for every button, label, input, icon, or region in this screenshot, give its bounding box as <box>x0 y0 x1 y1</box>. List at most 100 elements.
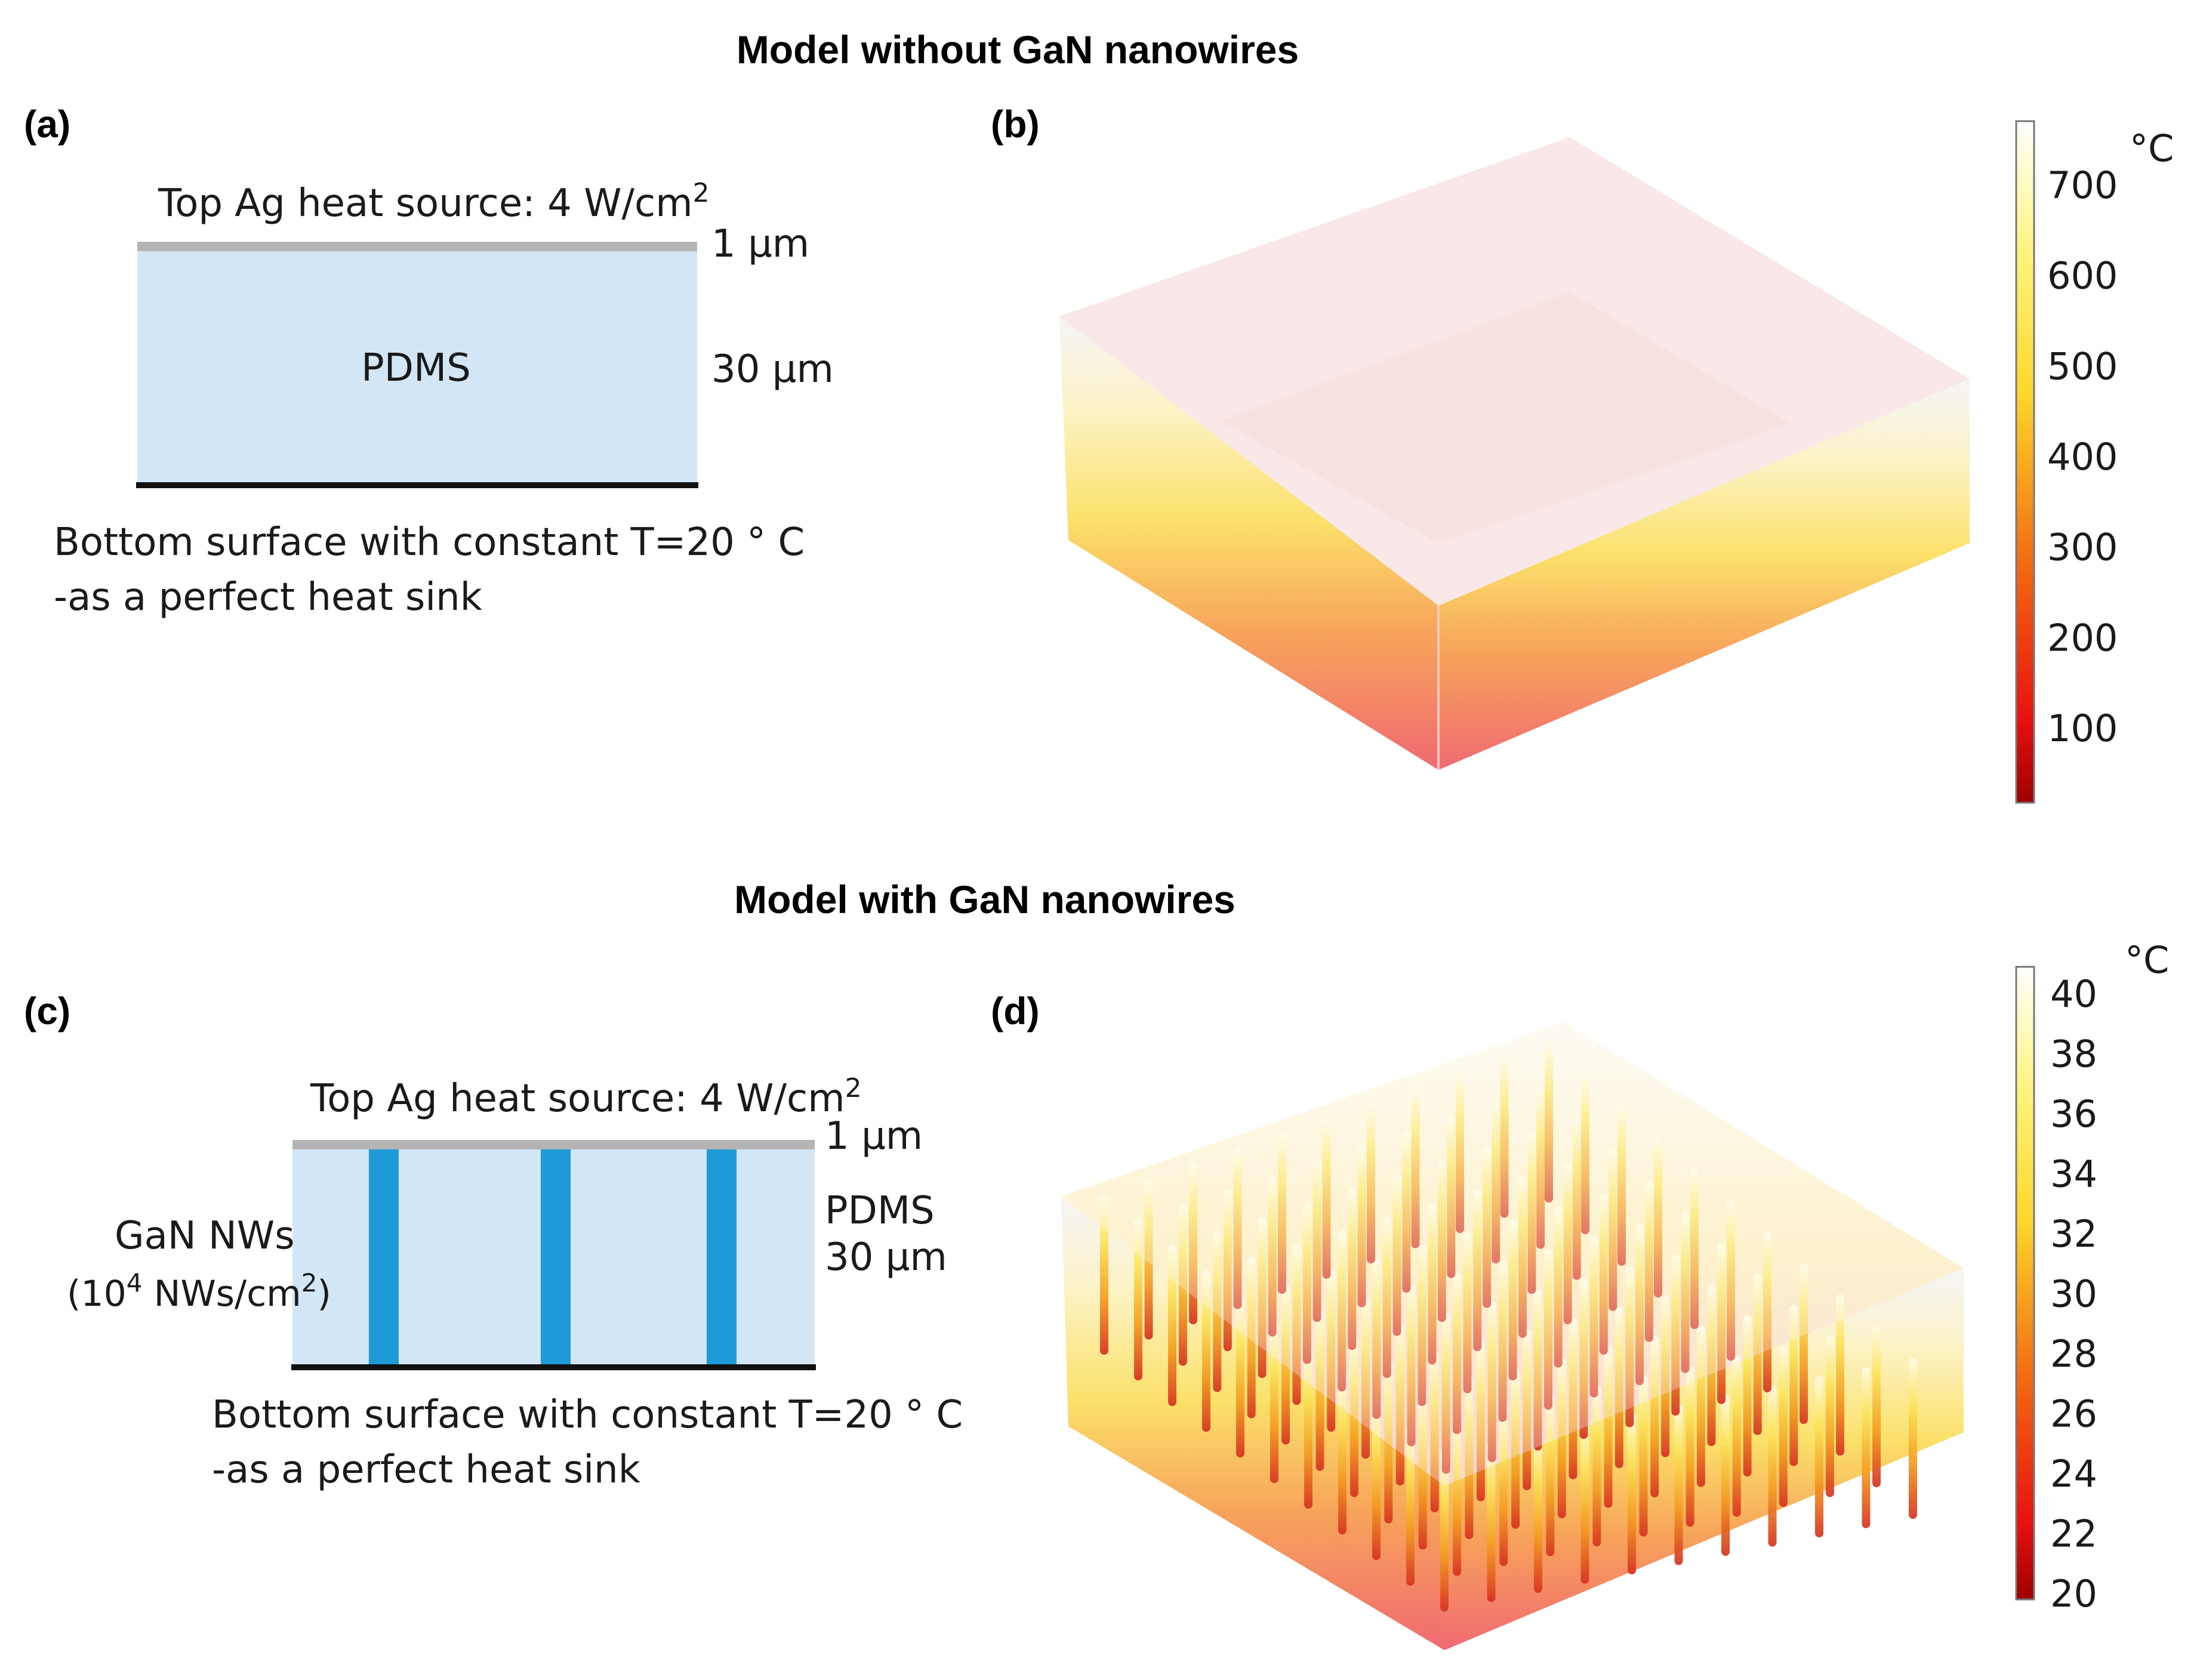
ag-thickness-label-a: 1 µm <box>711 222 809 266</box>
nanowire-d <box>1609 1149 1617 1311</box>
nanowire-d <box>1569 1318 1577 1479</box>
nanowire-d <box>1671 1254 1680 1416</box>
colorbar-d-tick: 22 <box>2050 1512 2097 1556</box>
nanowire-d <box>1581 1073 1589 1234</box>
nanowire-d <box>1527 1133 1536 1294</box>
nanowire-d <box>1650 1336 1659 1497</box>
nanowire-d <box>1418 1388 1427 1550</box>
nanowire-d <box>1500 1056 1509 1218</box>
nanowire-d <box>1437 1161 1446 1322</box>
colorbar-b-tick: 400 <box>2047 435 2118 479</box>
nanowire-d <box>1258 1217 1267 1378</box>
pdms-layer-a <box>137 245 697 483</box>
nanowire-d <box>1544 1249 1552 1410</box>
nanowire-d <box>1690 1168 1699 1329</box>
nanowire-d <box>1800 1263 1808 1424</box>
nanowire-d <box>1223 1190 1232 1351</box>
nanowire-d <box>1281 1283 1290 1445</box>
nanowire-d <box>1681 1212 1690 1373</box>
nanowire-d <box>1654 1136 1662 1297</box>
nanowire-d <box>1465 1378 1474 1539</box>
panel-label-d: (d) <box>991 989 1040 1032</box>
nanowire-d <box>1753 1274 1762 1435</box>
block-right-face-b <box>1438 379 1970 770</box>
pdms-label-c: PDMS <box>825 1189 935 1233</box>
nanowire-d <box>1518 1176 1527 1338</box>
block-left-face-d <box>1061 1197 1444 1650</box>
nanowire-d <box>1825 1336 1834 1497</box>
thermal-block-b <box>1059 137 1970 770</box>
nanowire-d <box>1533 1289 1542 1451</box>
nanowire-d <box>1732 1355 1741 1517</box>
nanowire-d <box>1707 1285 1716 1446</box>
block-inner-floor-b <box>1221 292 1791 543</box>
nanowire-d <box>1418 1245 1426 1406</box>
nanowire-d <box>1134 1219 1142 1380</box>
nanowire-d <box>1322 1117 1331 1279</box>
nanowire-d <box>1367 1102 1375 1263</box>
nanowire-d <box>1428 1203 1437 1365</box>
nanowire-d <box>1406 1425 1415 1586</box>
pdms-thickness-label-c: 30 µm <box>825 1235 947 1280</box>
nanowire-d <box>1554 1206 1563 1368</box>
nanowire-d <box>1557 1357 1566 1518</box>
nanowire-d <box>1372 1257 1381 1419</box>
nanowire-d <box>1499 1405 1508 1566</box>
colorbar-b-ticks: 700 600 500 400 300 200 100 <box>2047 164 2118 750</box>
colorbar-d-tick: 32 <box>2050 1212 2097 1256</box>
nanowire-d <box>1836 1294 1844 1456</box>
nanowire-d <box>1743 1315 1752 1476</box>
nanowire-d <box>1617 1105 1626 1266</box>
colorbar-d-tick: 38 <box>2050 1032 2097 1076</box>
schematic-a: Top Ag heat source: 4 W/cm2 PDMS 1 µm 30… <box>54 178 834 619</box>
nanowire-d <box>1487 1441 1496 1602</box>
colorbar-d-tick: 20 <box>2050 1572 2097 1616</box>
nanowire-d <box>1304 1348 1312 1509</box>
nanowire-d <box>1395 1324 1404 1485</box>
bottom-label-a-1: Bottom surface with constant T=20 ° C <box>54 520 805 565</box>
nanowire-d <box>1768 1385 1777 1547</box>
nanowire-d <box>1453 1414 1462 1576</box>
bottom-label-a-2: -as a perfect heat sink <box>54 575 482 619</box>
block-top-sheen-d <box>1061 1022 1964 1486</box>
nanowire-d <box>1635 1224 1644 1385</box>
nanowire-d <box>1511 1367 1520 1529</box>
nanowire-d <box>1407 1285 1416 1447</box>
nanowire-d <box>1392 1175 1401 1336</box>
nanowire-d <box>1348 1189 1357 1350</box>
nanowire-d <box>1909 1358 1917 1519</box>
colorbar-b-tick: 600 <box>2047 254 2118 298</box>
nanowire-d <box>1384 1362 1393 1524</box>
nanowire-d <box>1589 1236 1598 1398</box>
nanowire-d <box>1644 1180 1653 1342</box>
title-bottom: Model with GaN nanowires <box>734 877 1235 921</box>
nanowire-d <box>1508 1219 1517 1380</box>
pdms-label-a: PDMS <box>361 346 471 390</box>
colorbar-b-tick: 700 <box>2047 164 2118 207</box>
nanowire-d <box>1545 1041 1553 1203</box>
colorbar-d-tick: 30 <box>2050 1272 2097 1316</box>
heat-sink-line-a <box>136 482 698 488</box>
colorbar-d-tick: 26 <box>2050 1392 2097 1436</box>
ag-layer-c <box>292 1140 815 1149</box>
bottom-label-c-2: -as a perfect heat sink <box>212 1448 640 1492</box>
nanowire-d <box>1696 1325 1705 1487</box>
ag-layer-a <box>137 242 697 251</box>
colorbar-d-tick: 34 <box>2050 1152 2097 1196</box>
nanowire-d <box>1440 1450 1449 1611</box>
nanowire-d <box>1872 1326 1881 1487</box>
nanowire-d <box>1534 1432 1542 1593</box>
nanowire-d <box>1815 1376 1823 1537</box>
nanowire-d <box>1721 1395 1730 1556</box>
colorbar-d-tick: 24 <box>2050 1452 2097 1496</box>
nw-density-label-c: (104 NWs/cm2) <box>67 1268 331 1315</box>
nanowire-d <box>1572 1118 1581 1280</box>
block-top-sheen-b <box>1059 137 1970 606</box>
nanowire-d <box>1580 1422 1589 1584</box>
colorbar-b-tick: 200 <box>2047 616 2118 659</box>
schematic-c: Top Ag heat source: 4 W/cm2 1 µm PDMS 30… <box>67 1073 963 1492</box>
nanowire-d <box>1492 1102 1500 1263</box>
nanowire-d <box>1456 1072 1464 1233</box>
pdms-thickness-label-a: 30 µm <box>711 347 834 392</box>
